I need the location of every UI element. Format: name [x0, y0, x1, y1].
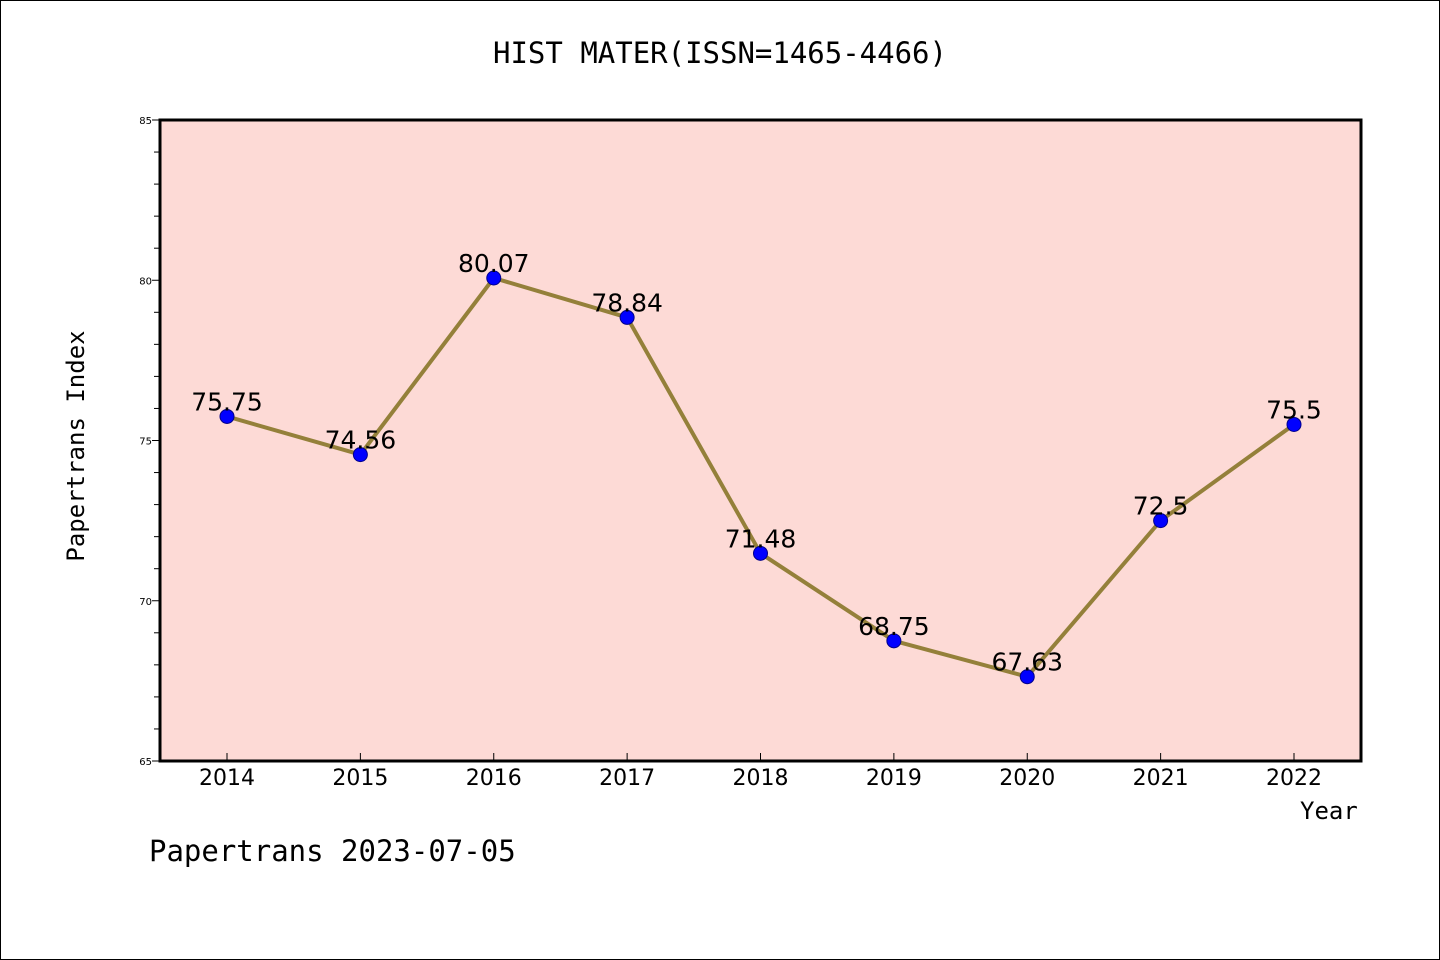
- x-tick-label: 2022: [1266, 766, 1322, 791]
- data-labels: 75.75 74.56 80.07 78.84 71.48 68.75 67.63 72.5 7…: [191, 249, 1322, 677]
- y-axis: 65 70 75 80 85: [139, 116, 160, 768]
- data-label: 75.5: [1266, 395, 1322, 424]
- x-axis: 2014 2015 2016 2017 2018 2019 2020 2021 2022: [199, 753, 1322, 791]
- data-point: [619, 309, 635, 325]
- x-axis-label: Year: [1300, 797, 1358, 825]
- data-label: 67.63: [991, 648, 1063, 677]
- data-label: 78.84: [591, 288, 663, 317]
- x-tick-label: 2016: [466, 766, 522, 791]
- x-tick-label: 2021: [1133, 766, 1189, 791]
- data-label: 68.75: [858, 612, 930, 641]
- y-tick-label: 85: [139, 116, 152, 127]
- data-point: [486, 270, 502, 286]
- data-point: [219, 408, 235, 424]
- x-tick-label: 2020: [999, 766, 1055, 791]
- data-point: [1019, 669, 1035, 685]
- y-tick-label: 80: [139, 276, 152, 287]
- data-point: [886, 633, 902, 649]
- data-point: [1286, 416, 1302, 432]
- x-tick-label: 2018: [733, 766, 789, 791]
- data-label: 80.07: [458, 249, 530, 278]
- markers: [219, 270, 1302, 685]
- x-tick-label: 2015: [332, 766, 388, 791]
- data-label: 72.5: [1133, 492, 1189, 521]
- data-label: 74.56: [325, 426, 397, 455]
- y-tick-label: 70: [139, 597, 152, 608]
- footer-text: Papertrans 2023-07-05: [149, 834, 516, 868]
- data-label: 71.48: [725, 524, 797, 553]
- data-point: [753, 545, 768, 561]
- chart-title: HIST MATER(ISSN=1465-4466): [493, 36, 947, 70]
- plot-border: [158, 118, 1363, 763]
- x-tick-label: 2019: [866, 766, 922, 791]
- x-tick-label: 2014: [199, 766, 255, 791]
- y-tick-label: 75: [139, 437, 152, 448]
- data-point: [352, 447, 368, 463]
- data-label: 75.75: [191, 387, 263, 416]
- x-tick-label: 2017: [599, 766, 655, 791]
- data-point: [1153, 513, 1169, 529]
- y-tick-label: 65: [139, 757, 152, 768]
- plot-area: [160, 120, 1361, 761]
